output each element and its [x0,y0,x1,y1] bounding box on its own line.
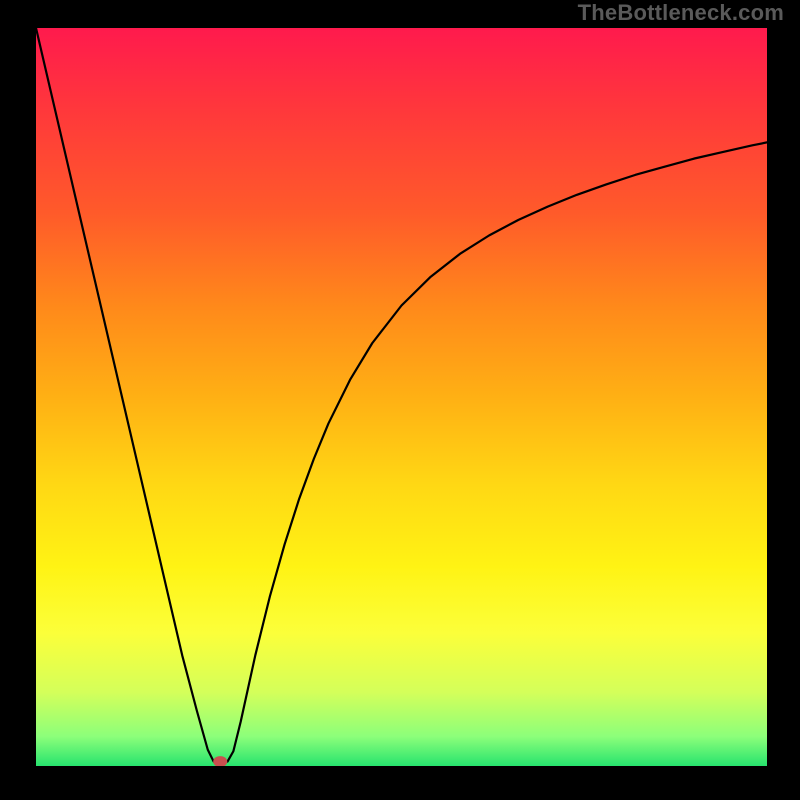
plot-area [36,28,767,766]
chart-container: TheBottleneck.com [0,0,800,800]
gradient-background [36,28,767,766]
watermark-text: TheBottleneck.com [578,0,784,26]
chart-svg [36,28,767,766]
